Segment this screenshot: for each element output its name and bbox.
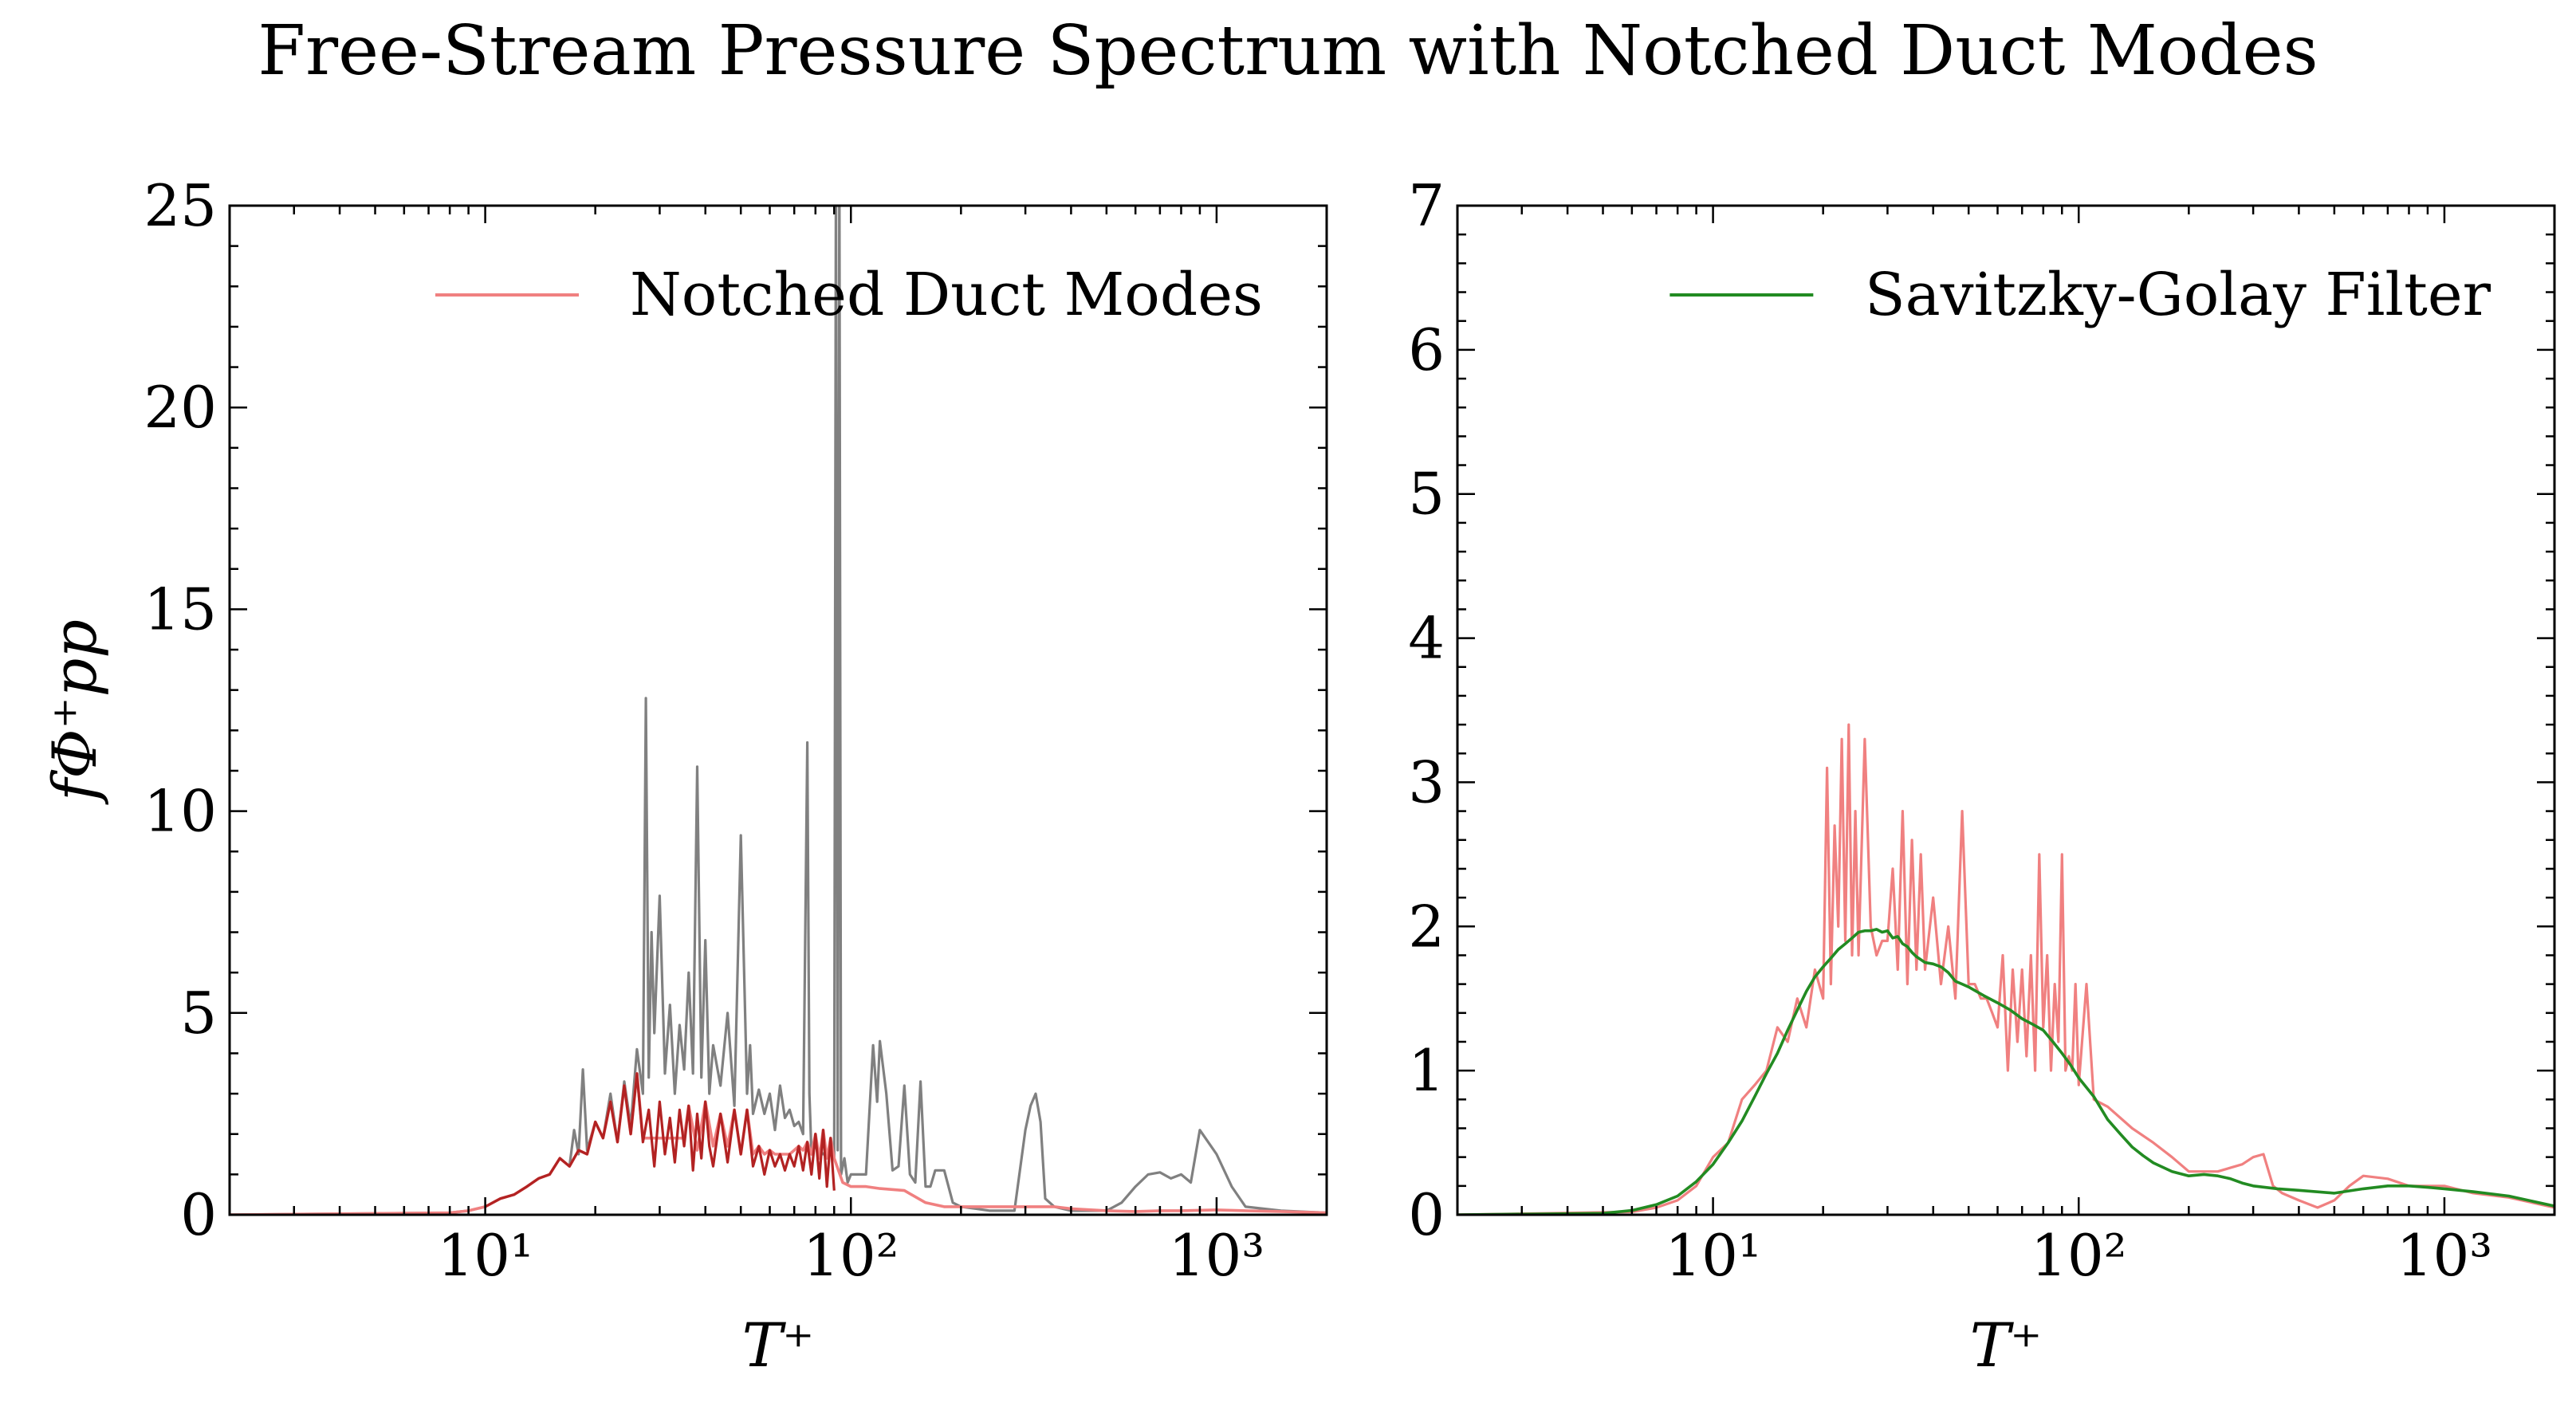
x-axis-label: T⁺: [742, 1310, 815, 1381]
y-tick-label: 25: [144, 172, 217, 239]
y-tick-label: 10: [144, 778, 217, 845]
series-line-3: [484, 1072, 836, 1208]
panel-right: 0 1 2 3 4 5 6 7 10¹ 10² 10³ T⁺ Savitzky-Golay Filter: [1408, 172, 2556, 1381]
y-tick-label: 3: [1408, 748, 1445, 815]
x-tick-label: 10¹: [437, 1222, 533, 1289]
series-line-1: [1457, 723, 2554, 1215]
legend: Notched Duct Modes: [435, 261, 1263, 329]
x-tick-label: 10³: [1169, 1222, 1264, 1289]
y-tick-label: 0: [180, 1181, 217, 1248]
x-tick-label: 10²: [803, 1222, 899, 1289]
axes-frame: [1456, 204, 2556, 1216]
panel-left: 0 5 10 15 20 25 10¹ 10² 10³ T⁺ fΦ⁺pp Notched Duct M…: [39, 172, 1328, 1381]
y-tick-label: 6: [1408, 316, 1445, 383]
legend: Savitzky-Golay Filter: [1669, 261, 2491, 329]
y-tick-label: 5: [180, 980, 217, 1047]
y-tick-label: 2: [1408, 893, 1445, 960]
legend-label: Savitzky-Golay Filter: [1865, 261, 2491, 329]
y-tick-label: 5: [1408, 461, 1445, 528]
legend-label: Notched Duct Modes: [630, 261, 1263, 329]
axes-frame: [228, 204, 1328, 1216]
x-tick-label: 10²: [2031, 1222, 2126, 1289]
x-axis-label: T⁺: [1970, 1310, 2043, 1381]
y-tick-label: 20: [144, 374, 217, 441]
y-axis-label: fΦ⁺pp: [39, 619, 110, 805]
y-tick-label: 15: [144, 576, 217, 642]
series-line-2: [1457, 928, 2554, 1215]
x-tick-label: 10¹: [1665, 1222, 1760, 1289]
figure-title: Free-Stream Pressure Spectrum with Notch…: [258, 11, 2318, 91]
x-tick-label: 10³: [2397, 1222, 2492, 1289]
y-tick-label: 1: [1408, 1037, 1445, 1104]
series-group: [1457, 723, 2554, 1215]
y-tick-label: 4: [1408, 605, 1445, 672]
y-tick-label: 7: [1408, 172, 1445, 239]
y-tick-label: 0: [1408, 1181, 1445, 1248]
